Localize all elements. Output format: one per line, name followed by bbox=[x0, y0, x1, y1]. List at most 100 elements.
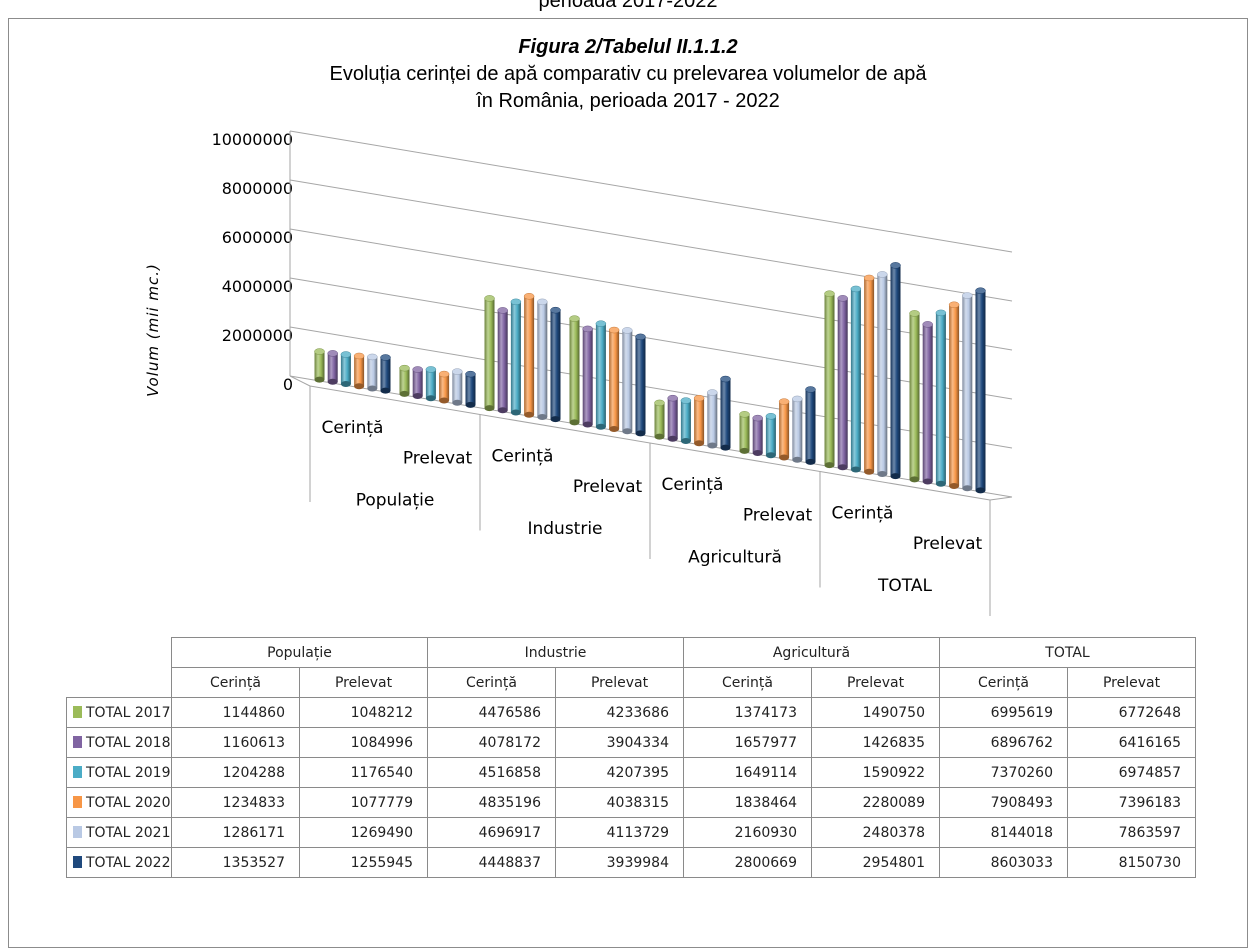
table-group-header: Industrie bbox=[427, 637, 684, 668]
table-cell: 7908493 bbox=[939, 787, 1068, 818]
legend-series-name: TOTAL 2019 bbox=[86, 764, 171, 781]
bar-top bbox=[569, 315, 580, 322]
bar bbox=[380, 357, 391, 391]
gridline bbox=[289, 228, 1013, 351]
table-cell: 2160930 bbox=[683, 817, 812, 848]
x-category-label: Prelevat bbox=[743, 505, 813, 525]
x-category-label: Cerință bbox=[662, 475, 724, 495]
bar-top bbox=[412, 366, 423, 373]
table-row: TOTAL 2018 1160613 1084996 4078172 3904334 16… bbox=[66, 727, 1196, 758]
floor-edge bbox=[289, 375, 311, 387]
figure-subtitle-line2: în România, perioada 2017 - 2022 bbox=[476, 90, 780, 112]
figure-title: Figura 2/Tabelul II.1.1.2 bbox=[518, 36, 738, 58]
table-group-header: TOTAL bbox=[939, 637, 1196, 668]
table-row: TOTAL 2021 1286171 1269490 4696917 4113729 21… bbox=[66, 817, 1196, 848]
bar bbox=[739, 414, 750, 451]
table-row-label: TOTAL 2018 bbox=[66, 727, 172, 758]
table-group-header: Populație bbox=[171, 637, 428, 668]
y-tick-label: 10000000 bbox=[212, 130, 293, 149]
table-cell: 1048212 bbox=[299, 697, 428, 728]
table-cell: 1204288 bbox=[171, 757, 300, 788]
bar bbox=[327, 353, 338, 382]
bar bbox=[609, 330, 620, 429]
legend-swatch bbox=[73, 825, 82, 838]
table-cell: 1426835 bbox=[811, 727, 940, 758]
legend-swatch bbox=[73, 735, 82, 748]
bar-base bbox=[949, 482, 960, 489]
bar bbox=[765, 416, 776, 456]
table-cell: 2480378 bbox=[811, 817, 940, 848]
bar-top bbox=[863, 274, 875, 282]
y-tick-label: 6000000 bbox=[222, 228, 293, 247]
table-cell: 6772648 bbox=[1067, 697, 1196, 728]
gridline bbox=[289, 179, 1013, 302]
table-cell: 1255945 bbox=[299, 847, 428, 878]
bar bbox=[975, 290, 986, 491]
bar bbox=[805, 389, 816, 462]
bar-base bbox=[582, 421, 593, 428]
table-subheader-row: Cerință Prelevat Cerință Prelevat Cerință Pre… bbox=[67, 667, 1196, 698]
table-cell: 1234833 bbox=[171, 787, 300, 818]
gridline bbox=[289, 375, 1013, 498]
bar-top bbox=[537, 298, 548, 306]
page-header-cut: perioada 2017-2022 bbox=[538, 0, 718, 12]
x-group-label: Agricultură bbox=[688, 547, 782, 567]
table-cell: 1176540 bbox=[299, 757, 428, 788]
bar-base bbox=[452, 399, 463, 406]
bar bbox=[694, 398, 705, 444]
bar bbox=[752, 418, 763, 454]
bar-base bbox=[354, 383, 365, 390]
table-cell: 4207395 bbox=[555, 757, 684, 788]
bar-base bbox=[484, 405, 495, 412]
x-category-label: Cerință bbox=[492, 447, 554, 467]
bar-top bbox=[824, 290, 835, 297]
bar bbox=[962, 295, 973, 489]
bar-top bbox=[353, 352, 365, 360]
bar-top bbox=[340, 351, 352, 358]
bar-base bbox=[890, 473, 901, 480]
bar-base bbox=[537, 413, 548, 420]
table-subcategory-header: Prelevat bbox=[811, 667, 940, 698]
bar-base bbox=[524, 411, 535, 418]
legend-swatch bbox=[73, 855, 82, 868]
bar bbox=[582, 328, 593, 425]
table-cell: 1144860 bbox=[171, 697, 300, 728]
bar-base bbox=[824, 462, 835, 469]
bar-top bbox=[765, 413, 777, 420]
table-row: TOTAL 2019 1204288 1176540 4516858 4207395 16… bbox=[66, 757, 1196, 788]
bar-top bbox=[850, 285, 862, 293]
table-cell: 8144018 bbox=[939, 817, 1068, 848]
table-cell: 4233686 bbox=[555, 697, 684, 728]
gridline bbox=[289, 130, 1013, 253]
legend-swatch bbox=[73, 795, 82, 808]
bar-base bbox=[779, 454, 790, 461]
bar bbox=[779, 401, 790, 458]
bar-top bbox=[909, 310, 920, 317]
table-cell: 1649114 bbox=[683, 757, 812, 788]
bar bbox=[635, 336, 646, 434]
table-cell: 6896762 bbox=[939, 727, 1068, 758]
bar-top bbox=[739, 411, 750, 418]
table-cell: 3904334 bbox=[555, 727, 684, 758]
table-subcategory-header: Cerință bbox=[683, 667, 812, 698]
table-cell: 2800669 bbox=[683, 847, 812, 878]
x-category-label: Prelevat bbox=[913, 534, 983, 554]
data-table: Populație Industrie Agricultură TOTAL Cerinț… bbox=[66, 637, 1196, 878]
table-cell: 8150730 bbox=[1067, 847, 1196, 878]
bar bbox=[484, 298, 495, 409]
bar-base bbox=[739, 447, 750, 454]
table-row: TOTAL 2020 1234833 1077779 4835196 4038315 18… bbox=[66, 787, 1196, 818]
bar-top bbox=[582, 325, 593, 333]
table-row: TOTAL 2022 1353527 1255945 4448837 3939984 28… bbox=[66, 847, 1196, 878]
table-row: TOTAL 2017 1144860 1048212 4476586 4233686 13… bbox=[66, 697, 1196, 728]
bar-base bbox=[935, 480, 946, 487]
bar-top bbox=[935, 309, 947, 317]
bar bbox=[569, 318, 580, 423]
x-category-label: Cerință bbox=[322, 418, 384, 438]
table-cell: 8603033 bbox=[939, 847, 1068, 878]
bar bbox=[340, 354, 351, 385]
table-corner bbox=[67, 668, 172, 698]
bar-top bbox=[484, 295, 495, 302]
bar-base bbox=[654, 433, 665, 440]
bar-base bbox=[569, 419, 580, 426]
